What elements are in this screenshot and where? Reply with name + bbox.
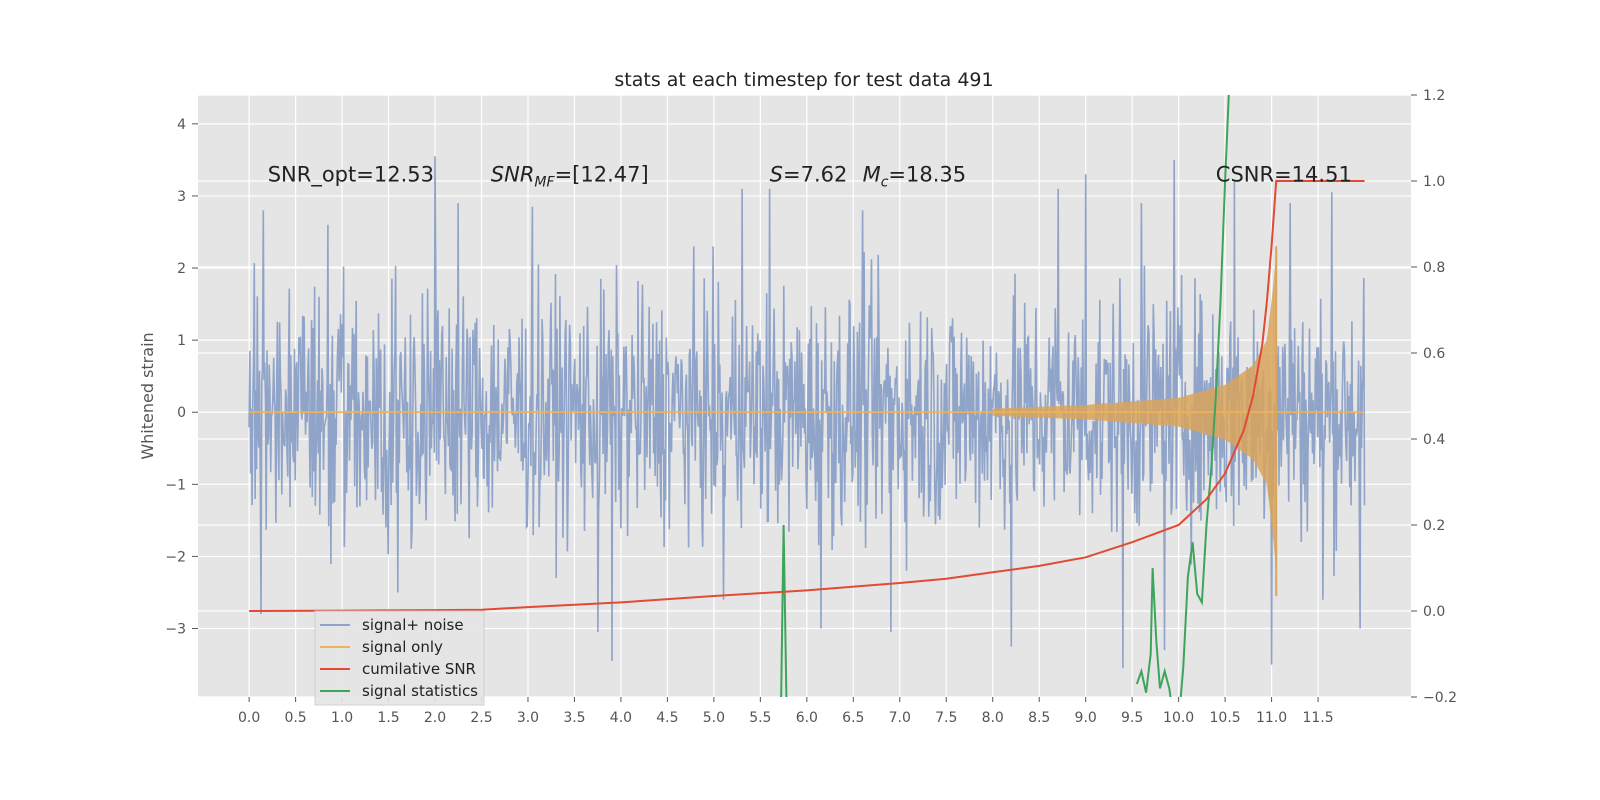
annotation-symbol: S bbox=[770, 162, 783, 186]
x-tick-label: 10.0 bbox=[1163, 710, 1194, 726]
x-tick-label: 9.0 bbox=[1075, 710, 1097, 726]
annotation-subscript: c bbox=[881, 174, 889, 190]
annotation-part: CSNR=14.51 bbox=[1216, 162, 1352, 186]
y2-tick-label: 0.6 bbox=[1423, 346, 1445, 362]
annotation-text: SNRMF=[12.47] bbox=[491, 162, 649, 190]
series-cumulative-snr bbox=[249, 180, 1365, 612]
x-tick-label: 0.0 bbox=[238, 710, 260, 726]
legend-label: signal+ noise bbox=[362, 616, 464, 634]
x-tick-label: 3.0 bbox=[517, 710, 539, 726]
annotation-subscript: MF bbox=[534, 174, 555, 190]
legend-box bbox=[314, 610, 485, 706]
x-tick-label: 7.0 bbox=[889, 710, 911, 726]
y-tick-label: −3 bbox=[165, 622, 186, 638]
chart-title: stats at each timestep for test data 491 bbox=[614, 69, 993, 91]
x-tick-label: 11.0 bbox=[1256, 710, 1287, 726]
right-y-axis-ticks: −0.2 0.0 0.2 0.4 0.6 0.8 1.0 1.2 bbox=[1411, 88, 1457, 706]
annotation-text: SNR_opt=12.53 bbox=[268, 162, 434, 187]
annotation-part: =7.62 bbox=[783, 162, 847, 186]
y-axis-label: Whitened strain bbox=[138, 332, 157, 459]
annotation-symbol: M bbox=[863, 162, 881, 186]
y2-tick-label: 0.0 bbox=[1423, 604, 1445, 620]
legend-label: signal only bbox=[362, 638, 443, 656]
y2-tick-label: 1.2 bbox=[1423, 88, 1445, 104]
x-tick-label: 6.0 bbox=[796, 710, 818, 726]
y-tick-label: 4 bbox=[177, 117, 186, 133]
series-signal-noise bbox=[248, 156, 1366, 669]
x-tick-label: 2.0 bbox=[424, 710, 446, 726]
snr-line bbox=[249, 180, 1365, 612]
x-tick-label: 0.5 bbox=[284, 710, 306, 726]
y-tick-label: 2 bbox=[177, 261, 186, 277]
x-tick-label: 1.0 bbox=[331, 710, 353, 726]
y2-tick-label: 0.4 bbox=[1423, 432, 1445, 448]
y2-tick-label: 1.0 bbox=[1423, 174, 1445, 190]
x-tick-label: 6.5 bbox=[842, 710, 864, 726]
x-tick-label: 8.5 bbox=[1028, 710, 1050, 726]
series-signal-statistics bbox=[780, 95, 1230, 697]
annotation-text: Mc=18.35 bbox=[863, 162, 967, 190]
annotation-text: CSNR=14.51 bbox=[1216, 162, 1352, 186]
legend: signal+ noise signal only cumilative SNR si… bbox=[314, 610, 485, 706]
series-line bbox=[248, 156, 1366, 669]
x-tick-label: 7.5 bbox=[935, 710, 957, 726]
annotation-part: =18.35 bbox=[888, 162, 966, 186]
y-axis-ticks: −3 −2 −1 0 1 2 3 4 bbox=[165, 117, 198, 638]
x-tick-label: 2.5 bbox=[470, 710, 492, 726]
x-tick-label: 8.0 bbox=[982, 710, 1004, 726]
legend-label: signal statistics bbox=[362, 682, 478, 700]
annotation-part: SNR_opt=12.53 bbox=[268, 162, 434, 187]
x-tick-label: 1.5 bbox=[377, 710, 399, 726]
y-tick-label: −1 bbox=[165, 477, 186, 493]
y2-tick-label: 0.8 bbox=[1423, 260, 1445, 276]
annotation-text: S=7.62 bbox=[770, 162, 848, 186]
legend-label: cumilative SNR bbox=[362, 660, 476, 678]
series-signal-only bbox=[249, 246, 1365, 597]
y-tick-label: 3 bbox=[177, 189, 186, 205]
x-tick-label: 4.0 bbox=[610, 710, 632, 726]
y2-tick-label: 0.2 bbox=[1423, 518, 1445, 534]
x-tick-label: 3.5 bbox=[563, 710, 585, 726]
stats-line-segment bbox=[780, 524, 788, 697]
annotation-part: =[12.47] bbox=[555, 162, 649, 186]
x-tick-label: 10.5 bbox=[1210, 710, 1241, 726]
x-axis-ticks: 0.0 0.5 1.0 1.5 2.0 2.5 3.0 3.5 4.0 4.5 5.0 5.5 6.0 6… bbox=[238, 697, 1334, 726]
y-tick-label: −2 bbox=[165, 549, 186, 565]
x-tick-label: 5.0 bbox=[703, 710, 725, 726]
annotations: SNR_opt=12.53 SNRMF=[12.47] S=7.62 Mc=18.35… bbox=[268, 162, 1352, 190]
x-tick-label: 11.5 bbox=[1302, 710, 1333, 726]
x-tick-label: 4.5 bbox=[656, 710, 678, 726]
y-tick-label: 0 bbox=[177, 405, 186, 421]
y2-tick-label: −0.2 bbox=[1423, 690, 1457, 706]
x-tick-label: 9.5 bbox=[1121, 710, 1143, 726]
stats-line-segment bbox=[1135, 95, 1230, 697]
y-tick-label: 1 bbox=[177, 333, 186, 349]
annotation-symbol: SNR bbox=[491, 162, 535, 186]
x-tick-label: 5.5 bbox=[749, 710, 771, 726]
